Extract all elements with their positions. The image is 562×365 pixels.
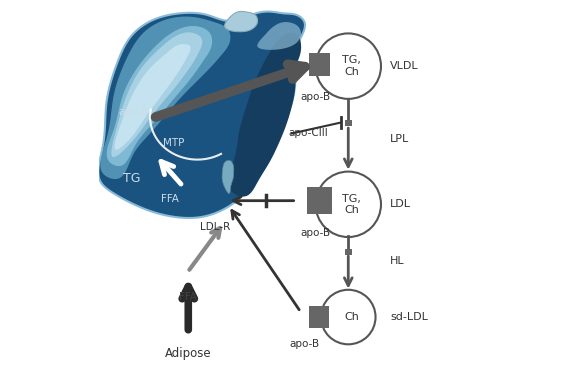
Text: apo-CIII: apo-CIII xyxy=(288,128,328,138)
Text: TG,
Ch: TG, Ch xyxy=(342,193,361,215)
Text: LPL: LPL xyxy=(390,134,409,144)
Polygon shape xyxy=(100,16,230,179)
Bar xyxy=(345,249,352,255)
Polygon shape xyxy=(115,44,191,150)
Bar xyxy=(345,120,352,126)
Text: Ch: Ch xyxy=(345,312,359,322)
Text: TG: TG xyxy=(123,172,140,185)
Text: VLDL: VLDL xyxy=(390,61,419,71)
Circle shape xyxy=(315,172,381,237)
Polygon shape xyxy=(111,32,202,157)
Text: apo-B: apo-B xyxy=(119,107,149,116)
Text: sd-LDL: sd-LDL xyxy=(390,312,428,322)
Polygon shape xyxy=(225,11,257,32)
Polygon shape xyxy=(257,22,301,50)
Polygon shape xyxy=(107,26,212,166)
Circle shape xyxy=(321,290,375,344)
Polygon shape xyxy=(98,12,305,218)
Text: HL: HL xyxy=(390,255,405,266)
Bar xyxy=(307,187,332,214)
Bar xyxy=(309,53,330,76)
Text: FFA: FFA xyxy=(179,292,197,302)
Polygon shape xyxy=(228,33,301,196)
Text: MTP: MTP xyxy=(163,138,184,147)
Text: TG,
Ch: TG, Ch xyxy=(342,55,361,77)
Text: apo-B: apo-B xyxy=(301,228,330,238)
Text: apo-B: apo-B xyxy=(289,339,320,349)
Text: FFA: FFA xyxy=(161,194,179,204)
Circle shape xyxy=(315,34,381,99)
Polygon shape xyxy=(222,161,234,193)
Bar xyxy=(309,306,329,328)
Text: LDL: LDL xyxy=(390,199,411,209)
Text: apo-B: apo-B xyxy=(301,92,330,102)
Text: Adipose: Adipose xyxy=(165,347,211,360)
Text: LDL-R: LDL-R xyxy=(201,223,230,233)
